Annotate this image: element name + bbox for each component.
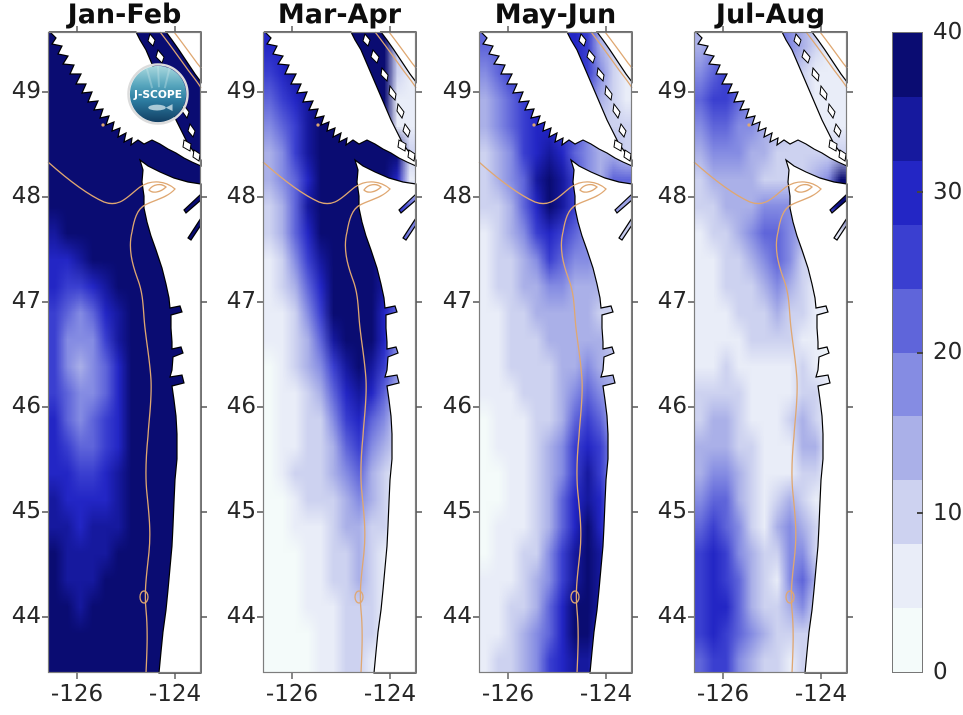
panel-title: May-Jun [494,0,617,30]
colorbar-band [893,96,922,161]
x-axis-label: -124 [148,681,202,707]
y-axis-label: 45 [442,498,472,524]
x-axis-label: -126 [696,681,750,707]
colorbar-label: 20 [933,339,963,365]
panel-title: Mar-Apr [277,0,402,30]
y-axis-label: 44 [442,603,472,629]
map-overlay [687,25,854,680]
y-axis-label: 47 [226,288,256,314]
colorbar-label: 30 [933,179,963,205]
y-axis-label: 49 [657,78,687,104]
colorbar-tick [917,191,923,193]
light-rays [145,65,171,89]
y-axis-label: 46 [11,393,41,419]
y-axis-label: 48 [11,183,41,209]
logo-text: J-SCOPE [133,88,182,101]
y-axis-label: 44 [226,603,256,629]
panel-title: Jan-Feb [67,0,182,30]
map-overlay [41,25,208,680]
x-axis-label: -126 [50,681,104,707]
logo-ring [127,63,189,125]
x-axis-label: -126 [265,681,319,707]
y-axis-label: 49 [11,78,41,104]
colorbar-band [893,352,922,417]
fish-icon [148,104,173,111]
colorbar-label: 40 [933,19,963,45]
y-axis-label: 48 [657,183,687,209]
colorbar-band [893,33,922,97]
y-axis-label: 47 [657,288,687,314]
colorbar-band [893,416,922,481]
y-axis-label: 46 [226,393,256,419]
y-axis-label: 44 [11,603,41,629]
y-axis-label: 47 [442,288,472,314]
x-axis-label: -124 [794,681,848,707]
colorbar-tick [917,512,923,514]
map-overlay [256,25,423,680]
panel-may-jun: May-Jun 49 48 47 46 45 44 -126 -124 [443,0,639,707]
y-axis-label: 46 [657,393,687,419]
y-axis-label: 45 [657,498,687,524]
y-axis-label: 45 [226,498,256,524]
y-axis-label: 46 [442,393,472,419]
colorbar-band [893,608,922,673]
colorbar-label: 10 [933,500,963,526]
colorbar-band [893,544,922,609]
colorbar-band [893,224,922,289]
y-axis-label: 44 [657,603,687,629]
y-axis-label: 45 [11,498,41,524]
x-axis-label: -124 [579,681,633,707]
x-axis-label: -126 [481,681,535,707]
colorbar-label: 0 [933,659,948,685]
y-axis-label: 48 [442,183,472,209]
panel-jul-aug: Jul-Aug 49 48 47 46 45 44 -126 -124 [658,0,854,707]
colorbar-band [893,288,922,353]
x-axis-label: -124 [363,681,417,707]
panel-jan-feb: Jan-Feb 49 48 47 46 45 44 -126 -124 [12,0,208,707]
jscope-logo: J-SCOPE [127,63,189,125]
y-axis-label: 47 [11,288,41,314]
y-axis-label: 48 [226,183,256,209]
map-overlay [472,25,639,680]
panel-mar-apr: Mar-Apr 49 48 47 46 45 44 -126 -124 [227,0,423,707]
y-axis-label: 49 [442,78,472,104]
panel-title: Jul-Aug [715,0,826,30]
colorbar-tick [917,352,923,354]
y-axis-label: 49 [226,78,256,104]
